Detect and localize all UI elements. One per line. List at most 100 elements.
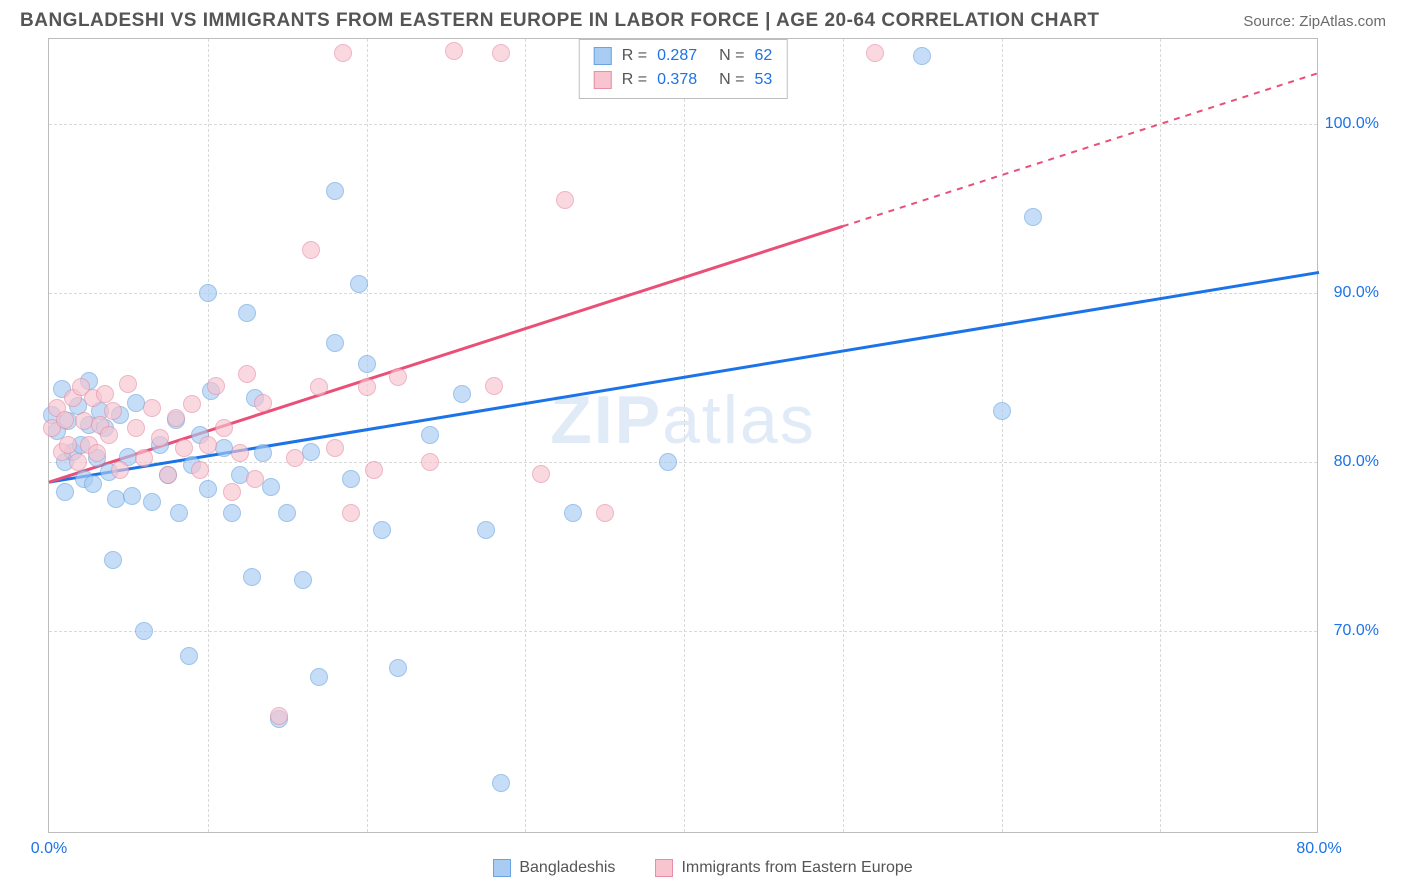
scatter-point: [170, 504, 188, 522]
scatter-point: [135, 622, 153, 640]
legend-swatch: [655, 859, 673, 877]
n-value: 62: [754, 44, 772, 68]
scatter-point: [143, 493, 161, 511]
scatter-point: [421, 426, 439, 444]
scatter-point: [246, 470, 264, 488]
scatter-point: [294, 571, 312, 589]
scatter-point: [350, 275, 368, 293]
scatter-point: [84, 475, 102, 493]
scatter-point: [1024, 208, 1042, 226]
r-value: 0.378: [657, 68, 697, 92]
scatter-point: [59, 436, 77, 454]
trend-line-dashed: [843, 73, 1319, 227]
scatter-point: [199, 436, 217, 454]
scatter-point: [389, 659, 407, 677]
scatter-point: [143, 399, 161, 417]
scatter-point: [334, 44, 352, 62]
chart-header: BANGLADESHI VS IMMIGRANTS FROM EASTERN E…: [0, 0, 1406, 38]
legend-item: Bangladeshis: [493, 859, 615, 877]
scatter-point: [492, 44, 510, 62]
scatter-point: [993, 402, 1011, 420]
y-tick-label: 80.0%: [1334, 453, 1379, 471]
scatter-point: [104, 402, 122, 420]
scatter-point: [199, 480, 217, 498]
scatter-point: [69, 453, 87, 471]
scatter-point: [56, 483, 74, 501]
scatter-point: [231, 444, 249, 462]
scatter-point: [556, 191, 574, 209]
stats-row: R = 0.378 N = 53: [594, 68, 773, 92]
scatter-point: [421, 453, 439, 471]
scatter-point: [342, 470, 360, 488]
scatter-point: [100, 426, 118, 444]
r-label: R =: [622, 68, 647, 92]
scatter-point: [453, 385, 471, 403]
scatter-point: [104, 551, 122, 569]
scatter-point: [358, 378, 376, 396]
source-value: ZipAtlas.com: [1299, 13, 1386, 30]
scatter-point: [199, 284, 217, 302]
scatter-point: [913, 47, 931, 65]
y-tick-label: 100.0%: [1325, 115, 1379, 133]
scatter-point: [191, 461, 209, 479]
scatter-point: [270, 707, 288, 725]
chart-title: BANGLADESHI VS IMMIGRANTS FROM EASTERN E…: [20, 10, 1100, 32]
scatter-point: [485, 377, 503, 395]
scatter-point: [175, 439, 193, 457]
scatter-point: [127, 419, 145, 437]
scatter-point: [532, 465, 550, 483]
scatter-point: [342, 504, 360, 522]
scatter-point: [223, 504, 241, 522]
stats-row: R = 0.287 N = 62: [594, 44, 773, 68]
scatter-point: [180, 647, 198, 665]
scatter-point: [119, 375, 137, 393]
scatter-point: [445, 42, 463, 60]
scatter-point: [866, 44, 884, 62]
scatter-point: [310, 378, 328, 396]
scatter-point: [477, 521, 495, 539]
r-value: 0.287: [657, 44, 697, 68]
scatter-point: [659, 453, 677, 471]
scatter-point: [310, 668, 328, 686]
scatter-point: [238, 304, 256, 322]
n-value: 53: [754, 68, 772, 92]
scatter-point: [278, 504, 296, 522]
scatter-point: [326, 182, 344, 200]
scatter-point: [56, 411, 74, 429]
scatter-point: [302, 443, 320, 461]
scatter-point: [326, 334, 344, 352]
scatter-point: [223, 483, 241, 501]
scatter-point: [389, 368, 407, 386]
scatter-point: [492, 774, 510, 792]
source-prefix: Source:: [1243, 13, 1299, 30]
scatter-point: [262, 478, 280, 496]
legend-swatch: [493, 859, 511, 877]
scatter-point: [302, 241, 320, 259]
scatter-point: [365, 461, 383, 479]
scatter-point: [151, 429, 169, 447]
legend-label: Immigrants from Eastern Europe: [681, 859, 912, 877]
scatter-point: [135, 449, 153, 467]
x-tick-label: 0.0%: [31, 840, 67, 858]
legend-label: Bangladeshis: [519, 859, 615, 877]
scatter-point: [254, 394, 272, 412]
plot-container: In Labor Force | Age 20-64 ZIPatlas 70.0…: [0, 38, 1406, 883]
legend-swatch: [594, 47, 612, 65]
scatter-point: [254, 444, 272, 462]
bottom-legend: Bangladeshis Immigrants from Eastern Euro…: [0, 859, 1406, 877]
scatter-point: [88, 444, 106, 462]
y-tick-label: 70.0%: [1334, 622, 1379, 640]
scatter-point: [167, 409, 185, 427]
scatter-point: [286, 449, 304, 467]
y-tick-label: 90.0%: [1334, 284, 1379, 302]
n-label: N =: [719, 68, 744, 92]
scatter-point: [215, 419, 233, 437]
scatter-point: [238, 365, 256, 383]
trend-svg: [49, 39, 1319, 834]
scatter-point: [564, 504, 582, 522]
n-label: N =: [719, 44, 744, 68]
scatter-point: [183, 395, 201, 413]
x-tick-label: 80.0%: [1296, 840, 1341, 858]
legend-swatch: [594, 71, 612, 89]
r-label: R =: [622, 44, 647, 68]
